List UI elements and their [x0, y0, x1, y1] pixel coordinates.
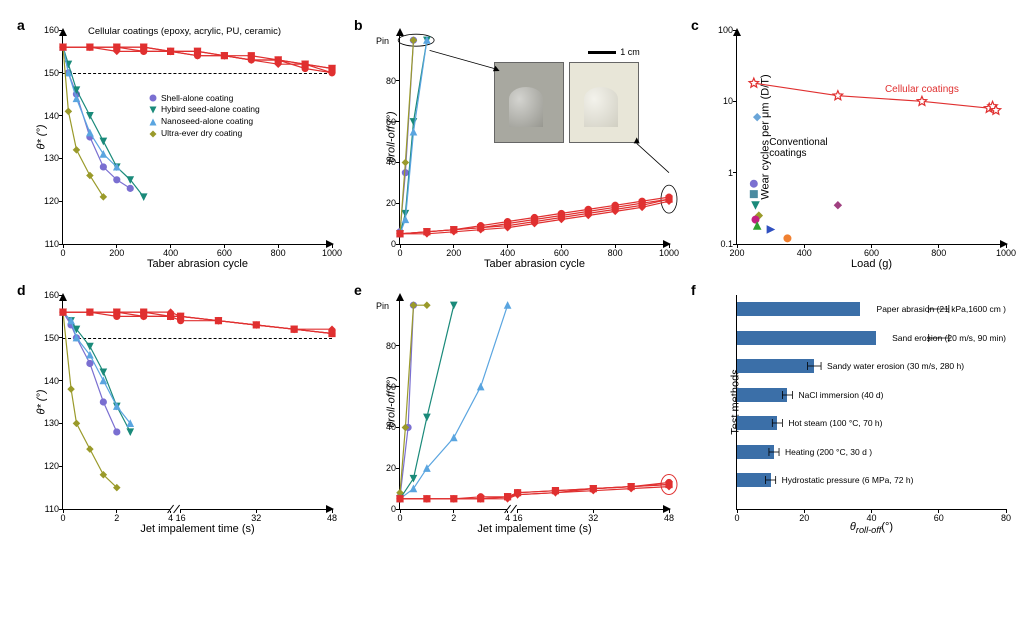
hbar: Sand erosion (20 m/s, 90 min)	[737, 331, 1006, 345]
tick-y: 20	[374, 198, 396, 208]
tick-y: 150	[37, 68, 59, 78]
xlabel-a: Taber abrasion cycle	[147, 258, 248, 270]
tick-y: 140	[37, 376, 59, 386]
panel-label-d: d	[17, 282, 26, 298]
tick-x: 0	[60, 248, 65, 258]
tick-y: 160	[37, 25, 59, 35]
panel-label-e: e	[354, 282, 362, 298]
panel-c: c Load (g) Wear cycles per μm (D/T) 2004…	[694, 20, 1016, 275]
plot-area-e: Jet impalement time (s) θroll-off (°) 02…	[399, 295, 669, 510]
tick-y: 80	[374, 76, 396, 86]
panel-d: d Jet impalement time (s) θ* (°) 0241632…	[20, 285, 342, 540]
plot-area-c: Load (g) Wear cycles per μm (D/T) 200400…	[736, 30, 1006, 245]
tick-y: 40	[374, 422, 396, 432]
hbar: Hot steam (100 °C, 70 h)	[737, 416, 1006, 430]
panel-f: f θroll-off(°) Test methods 020406080Pap…	[694, 285, 1016, 540]
hbar: Hydrostatic pressure (6 MPa, 72 h)	[737, 473, 1006, 487]
tick-y: 0	[374, 504, 396, 514]
tick-x: 600	[217, 248, 232, 258]
tick-y: 140	[37, 111, 59, 121]
tick-x: 200	[446, 248, 461, 258]
panel-e: e Jet impalement time (s) θroll-off (°) …	[357, 285, 679, 540]
tick-x: 1000	[659, 248, 679, 258]
hbar: NaCl immersion (40 d)	[737, 388, 1006, 402]
tick-y: 60	[374, 382, 396, 392]
plot-area-a: Cellular coatings (epoxy, acrylic, PU, c…	[62, 30, 332, 245]
annot-cellular: Cellular coatings	[885, 84, 959, 95]
xlabel-b: Taber abrasion cycle	[484, 258, 585, 270]
annot-conventional: Conventionalcoatings	[769, 137, 827, 159]
tick-y: 130	[37, 153, 59, 163]
panel-label-b: b	[354, 17, 363, 33]
xlabel-e: Jet impalement time (s)	[477, 523, 591, 535]
tick-y: 10	[711, 96, 733, 106]
tick-x: 600	[554, 248, 569, 258]
plot-area-f: θroll-off(°) Test methods 020406080Paper…	[736, 295, 1006, 510]
tick-x: 400	[500, 248, 515, 258]
tick-x: 800	[271, 248, 286, 258]
tick-x: 1000	[322, 248, 342, 258]
plot-area-b: Taber abrasion cycle θroll-off (°) 02004…	[399, 30, 669, 245]
tick-y: 0.1	[711, 239, 733, 249]
tick-y: 80	[374, 341, 396, 351]
tick-x: 600	[864, 248, 879, 258]
tick-x: 1000	[996, 248, 1016, 258]
panel-a: a Cellular coatings (epoxy, acrylic, PU,…	[20, 20, 342, 275]
ylabel-d: θ* (°)	[36, 389, 48, 414]
tick-y: 0	[374, 239, 396, 249]
tick-x: 200	[109, 248, 124, 258]
hbar: Sandy water erosion (30 m/s, 280 h)	[737, 359, 1006, 373]
tick-y: 60	[374, 117, 396, 127]
panel-label-a: a	[17, 17, 25, 33]
pin-label: Pin	[376, 36, 389, 46]
tick-y: 160	[37, 290, 59, 300]
tick-x: 200	[729, 248, 744, 258]
tick-x: 800	[608, 248, 623, 258]
tick-y: 130	[37, 418, 59, 428]
tick-x: 400	[163, 248, 178, 258]
tick-y: 100	[711, 25, 733, 35]
tick-y: 1	[711, 168, 733, 178]
xlabel-c: Load (g)	[851, 258, 892, 270]
tick-y: 110	[37, 239, 59, 249]
tick-y: 120	[37, 196, 59, 206]
hbar: Heating (200 °C, 30 d )	[737, 445, 1006, 459]
figure-grid: a Cellular coatings (epoxy, acrylic, PU,…	[20, 20, 1016, 540]
tick-y: 110	[37, 504, 59, 514]
hbar: Paper abrasion (21 kPa,1600 cm )	[737, 302, 1006, 316]
tick-x: 400	[797, 248, 812, 258]
xlabel-d: Jet impalement time (s)	[140, 523, 254, 535]
tick-x: 800	[931, 248, 946, 258]
tick-y: 40	[374, 157, 396, 167]
plot-area-d: Jet impalement time (s) θ* (°) 024163248…	[62, 295, 332, 510]
tick-x: 0	[397, 248, 402, 258]
tick-y: 20	[374, 463, 396, 473]
tick-y: 150	[37, 333, 59, 343]
panel-label-f: f	[691, 282, 696, 298]
ylabel-a: θ* (°)	[36, 124, 48, 149]
panel-label-c: c	[691, 17, 699, 33]
panel-b: b Taber abrasion cycle θroll-off (°) 020…	[357, 20, 679, 275]
tick-y: 120	[37, 461, 59, 471]
